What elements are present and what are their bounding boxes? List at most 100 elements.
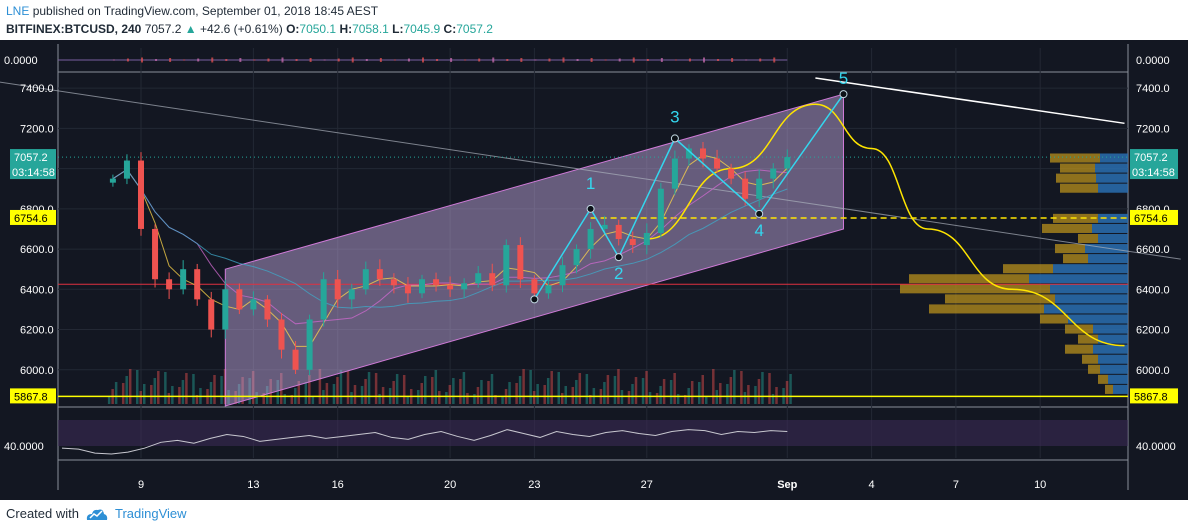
volume-bar: [487, 381, 490, 404]
candle-body[interactable]: [784, 157, 791, 169]
candle-body[interactable]: [390, 279, 397, 286]
open-value: 7050.1: [299, 22, 337, 36]
volume-bar: [336, 377, 339, 404]
descending-trendline[interactable]: [0, 78, 1181, 260]
volume-profile-down-bar: [1082, 354, 1098, 364]
volume-bar: [698, 382, 701, 404]
osc-bar: [745, 59, 748, 61]
low-label: L:: [392, 22, 404, 36]
candle-body[interactable]: [123, 160, 130, 179]
wave-point[interactable]: [755, 209, 764, 218]
candle-body[interactable]: [503, 245, 510, 286]
candle-body[interactable]: [489, 273, 496, 286]
candle-body[interactable]: [264, 299, 271, 320]
tradingview-brand[interactable]: TradingView: [114, 506, 187, 521]
resistance-trendline[interactable]: [815, 77, 1125, 125]
volume-profile-up-bar: [1092, 223, 1128, 233]
y-tick-label-left: 7200.0: [20, 123, 54, 135]
publisher-name[interactable]: LNE: [6, 4, 30, 18]
open-label: O:: [286, 22, 300, 36]
candle-body[interactable]: [573, 249, 580, 266]
price-tag-right[interactable]: [1130, 149, 1178, 180]
osc-bar: [450, 58, 453, 62]
candle-body[interactable]: [615, 224, 622, 240]
candle-body[interactable]: [756, 178, 763, 199]
candle-body[interactable]: [475, 273, 482, 284]
candle-body[interactable]: [166, 279, 173, 290]
candle-body[interactable]: [728, 168, 735, 179]
volume-bar: [564, 386, 567, 404]
wave-point[interactable]: [670, 134, 679, 143]
candle-body[interactable]: [419, 279, 425, 294]
candle-body[interactable]: [629, 239, 636, 246]
wave-label: 2: [614, 264, 623, 283]
candle-body[interactable]: [194, 269, 201, 300]
wave-point[interactable]: [586, 204, 595, 213]
candle-body[interactable]: [714, 158, 721, 169]
candle-body[interactable]: [208, 299, 215, 330]
candle-body[interactable]: [278, 319, 285, 350]
x-tick-label: 10: [1034, 479, 1046, 491]
candle-body[interactable]: [461, 283, 468, 290]
candle-body[interactable]: [643, 232, 650, 246]
candle-body[interactable]: [250, 299, 257, 310]
osc-bar: [759, 58, 762, 62]
wave-point[interactable]: [614, 253, 623, 262]
volume-bar: [360, 386, 364, 404]
volume-bar: [143, 384, 146, 404]
osc-bar: [520, 58, 523, 62]
volume-bar: [178, 387, 181, 404]
candle-body[interactable]: [348, 289, 355, 300]
candle-body[interactable]: [700, 148, 706, 159]
volume-bar: [381, 387, 385, 404]
price-tag-right[interactable]: [1130, 388, 1178, 404]
price-tag-left[interactable]: [10, 209, 56, 225]
osc-bar: [183, 59, 186, 61]
candle-body[interactable]: [180, 269, 187, 290]
candle-body[interactable]: [222, 289, 229, 330]
candle-body[interactable]: [601, 224, 608, 229]
candle-body[interactable]: [517, 245, 524, 280]
candle-body[interactable]: [657, 188, 664, 233]
candle-body[interactable]: [292, 349, 299, 370]
candle-body[interactable]: [320, 279, 327, 320]
candle-body[interactable]: [447, 285, 454, 290]
candle-body[interactable]: [362, 269, 369, 290]
candle-body[interactable]: [376, 269, 383, 280]
wave-point[interactable]: [839, 90, 848, 99]
candle-body[interactable]: [152, 228, 159, 280]
candle-body[interactable]: [742, 178, 749, 199]
symbol-label[interactable]: BITFINEX:BTCUSD, 240: [6, 22, 142, 36]
volume-bar: [494, 395, 497, 404]
rising-channel[interactable]: [224, 93, 844, 407]
price-tag-right[interactable]: [1130, 209, 1178, 225]
candle-body[interactable]: [433, 279, 440, 286]
candle-body[interactable]: [685, 148, 692, 159]
wave-point[interactable]: [530, 295, 539, 304]
volume-bar: [121, 383, 125, 404]
candle-body[interactable]: [531, 279, 538, 294]
volume-bar: [476, 387, 480, 404]
volume-bar: [613, 376, 617, 404]
candle-body[interactable]: [587, 228, 594, 250]
candle-body[interactable]: [671, 158, 678, 189]
candle-body[interactable]: [138, 160, 144, 229]
volume-bar: [424, 376, 427, 404]
y-tick-label-left: 6600.0: [20, 244, 54, 256]
elliott-wave-path[interactable]: [533, 93, 845, 300]
candle-body[interactable]: [334, 279, 341, 300]
osc-left-label: 0.0000: [4, 55, 38, 67]
candle-body[interactable]: [236, 289, 243, 310]
candle-body[interactable]: [770, 168, 777, 179]
volume-bar: [747, 385, 750, 404]
candle-body[interactable]: [545, 285, 552, 294]
candle-body[interactable]: [559, 265, 566, 286]
candle-body[interactable]: [306, 319, 313, 370]
volume-bar: [473, 394, 476, 404]
price-tag-left[interactable]: [10, 388, 56, 404]
osc-bar: [773, 57, 776, 63]
candle-body[interactable]: [404, 285, 411, 294]
price-tag-left[interactable]: [10, 149, 56, 180]
candle-body[interactable]: [109, 178, 116, 183]
